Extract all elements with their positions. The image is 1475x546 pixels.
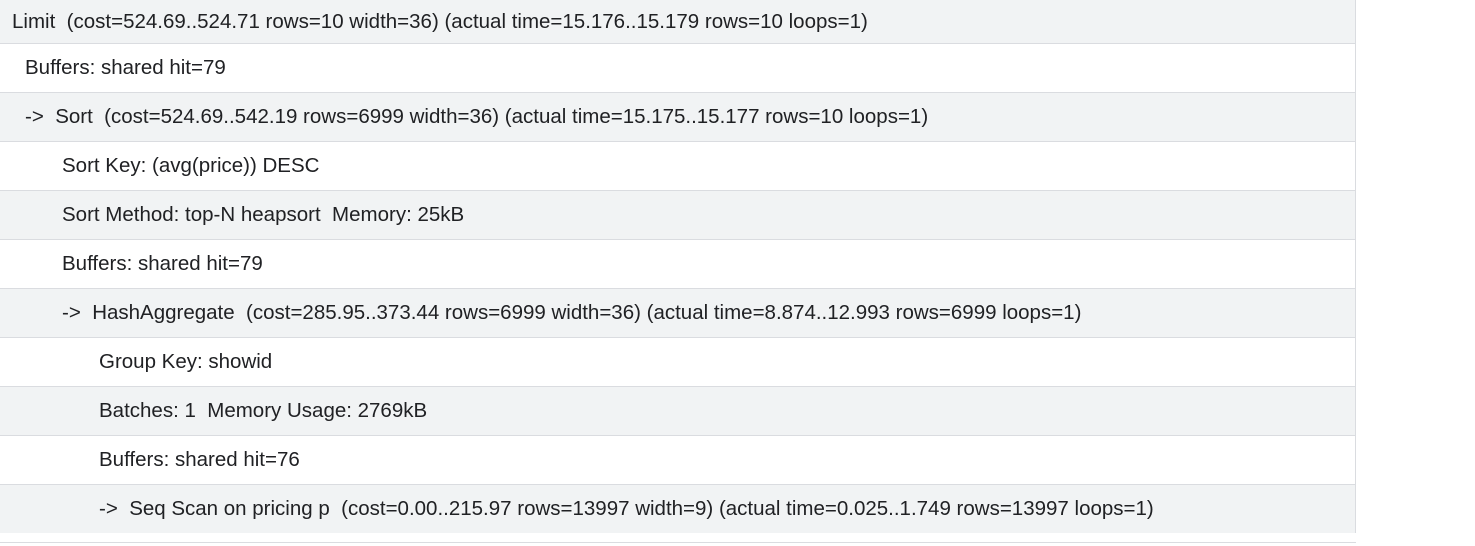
plan-row-text: Sort Key: (avg(price)) DESC (62, 154, 320, 177)
plan-row-hash-aggregate: -> HashAggregate (cost=285.95..373.44 ro… (0, 288, 1355, 337)
plan-row-text: Buffers: shared hit=79 (25, 56, 226, 79)
plan-row-buffers: Buffers: shared hit=79 (0, 43, 1355, 92)
query-plan-table: Limit (cost=524.69..524.71 rows=10 width… (0, 0, 1356, 533)
plan-row-text: Sort Method: top-N heapsort Memory: 25kB (62, 203, 465, 226)
plan-row-sort: -> Sort (cost=524.69..542.19 rows=6999 w… (0, 92, 1355, 141)
plan-row-buffers: Buffers: shared hit=76 (0, 435, 1355, 484)
table-bottom-border (0, 542, 1356, 543)
plan-row-text: Buffers: shared hit=76 (99, 448, 300, 471)
plan-row-limit: Limit (cost=524.69..524.71 rows=10 width… (0, 0, 1355, 43)
plan-row-text: -> Sort (cost=524.69..542.19 rows=6999 w… (25, 105, 929, 128)
plan-row-sort-method: Sort Method: top-N heapsort Memory: 25kB (0, 190, 1355, 239)
plan-row-text: Limit (cost=524.69..524.71 rows=10 width… (12, 9, 868, 33)
plan-row-group-key: Group Key: showid (0, 337, 1355, 386)
plan-row-seq-scan: -> Seq Scan on pricing p (cost=0.00..215… (0, 484, 1355, 533)
plan-row-batches: Batches: 1 Memory Usage: 2769kB (0, 386, 1355, 435)
plan-row-sort-key: Sort Key: (avg(price)) DESC (0, 141, 1355, 190)
plan-row-buffers: Buffers: shared hit=79 (0, 239, 1355, 288)
plan-row-text: -> HashAggregate (cost=285.95..373.44 ro… (62, 301, 1082, 324)
plan-row-text: Group Key: showid (99, 350, 273, 373)
plan-row-text: Buffers: shared hit=79 (62, 252, 263, 275)
plan-row-text: Batches: 1 Memory Usage: 2769kB (99, 399, 428, 422)
plan-row-text: -> Seq Scan on pricing p (cost=0.00..215… (99, 497, 1154, 520)
